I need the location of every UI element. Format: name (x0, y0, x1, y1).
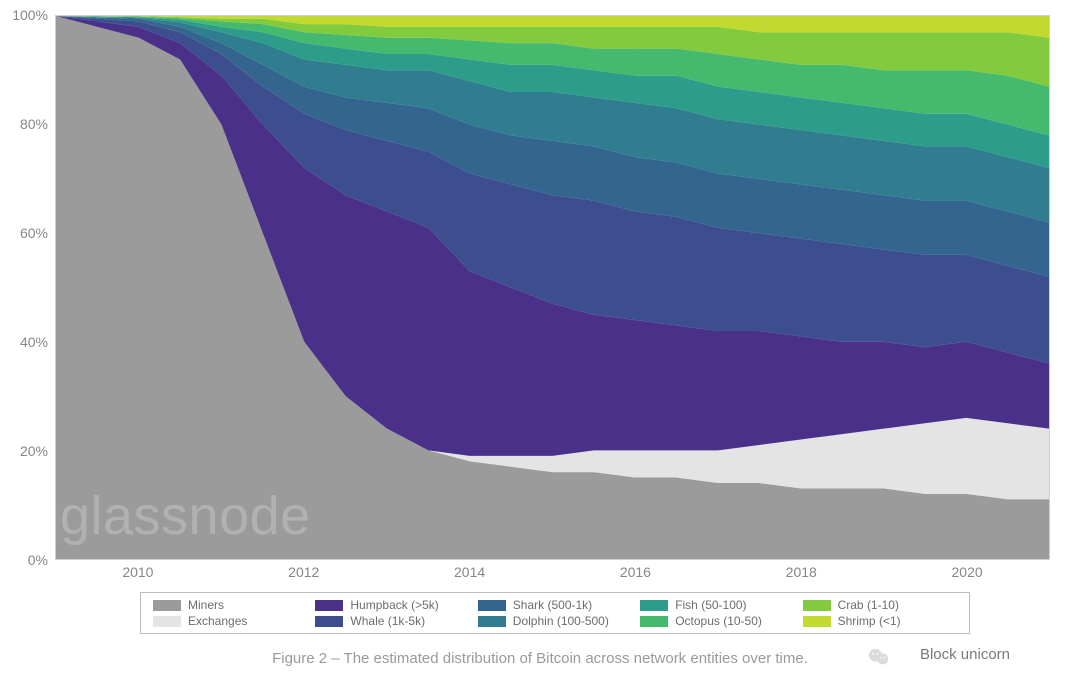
xtick: 2018 (786, 564, 817, 580)
legend-label: Humpback (>5k) (350, 598, 438, 612)
attribution-text: Block unicorn (920, 646, 1010, 663)
legend-swatch (315, 616, 343, 627)
legend-item-crab: Crab (1-10) (803, 597, 957, 613)
xtick: 2020 (952, 564, 983, 580)
xtick: 2016 (620, 564, 651, 580)
legend-swatch (478, 600, 506, 611)
ytick-0: 0% (4, 552, 48, 568)
legend-item-shark: Shark (500-1k) (478, 597, 632, 613)
legend-swatch (803, 600, 831, 611)
legend-item-octopus: Octopus (10-50) (640, 613, 794, 629)
legend-label: Dolphin (100-500) (513, 614, 609, 628)
legend-swatch (153, 616, 181, 627)
legend-item-dolphin: Dolphin (100-500) (478, 613, 632, 629)
legend-item-miners: Miners (153, 597, 307, 613)
legend-label: Shrimp (<1) (838, 614, 901, 628)
legend-swatch (315, 600, 343, 611)
legend-swatch (478, 616, 506, 627)
legend-label: Shark (500-1k) (513, 598, 592, 612)
legend-box: Miners Humpback (>5k) Shark (500-1k) Fish (… (140, 592, 970, 634)
legend-label: Miners (188, 598, 224, 612)
ytick-60: 60% (4, 225, 48, 241)
legend-item-whale: Whale (1k-5k) (315, 613, 469, 629)
xtick: 2010 (122, 564, 153, 580)
legend-label: Whale (1k-5k) (350, 614, 425, 628)
legend-swatch (803, 616, 831, 627)
legend-item-exchanges: Exchanges (153, 613, 307, 629)
legend-swatch (640, 600, 668, 611)
ytick-40: 40% (4, 334, 48, 350)
figure-caption: Figure 2 – The estimated distribution of… (0, 650, 1080, 667)
stacked-area-plot (55, 15, 1050, 560)
legend-label: Fish (50-100) (675, 598, 746, 612)
ytick-100: 100% (4, 7, 48, 23)
chart-container: 100% 80% 60% 40% 20% 0% glassnode 2010 2… (0, 0, 1080, 688)
legend-label: Octopus (10-50) (675, 614, 762, 628)
legend-swatch (640, 616, 668, 627)
legend-label: Exchanges (188, 614, 247, 628)
legend-swatch (153, 600, 181, 611)
wechat-icon (868, 646, 890, 668)
legend-label: Crab (1-10) (838, 598, 899, 612)
legend-item-fish: Fish (50-100) (640, 597, 794, 613)
legend-item-shrimp: Shrimp (<1) (803, 613, 957, 629)
legend-item-humpback: Humpback (>5k) (315, 597, 469, 613)
xtick: 2012 (288, 564, 319, 580)
ytick-80: 80% (4, 116, 48, 132)
xtick: 2014 (454, 564, 485, 580)
ytick-20: 20% (4, 443, 48, 459)
